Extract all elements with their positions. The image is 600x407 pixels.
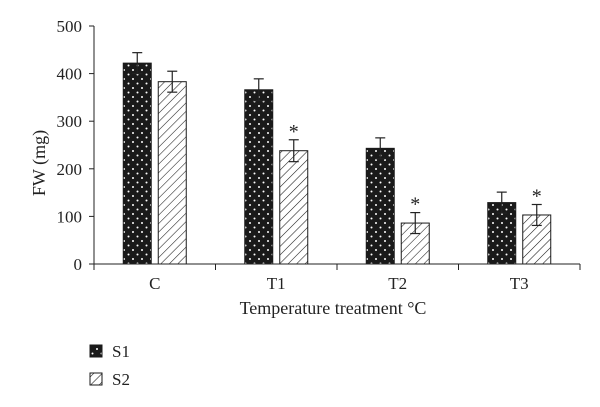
bar-s2-c <box>157 81 187 265</box>
y-tick-label: 400 <box>57 65 83 84</box>
y-axis-ticks: 0 100 200 300 400 500 <box>57 17 94 274</box>
significance-asterisk: * <box>410 194 420 216</box>
x-tick-label: T2 <box>388 274 407 293</box>
x-tick-label: C <box>149 274 160 293</box>
y-tick-label: 100 <box>57 207 83 226</box>
y-tick-label: 300 <box>57 112 83 131</box>
y-axis-title: FW (mg) <box>29 130 50 196</box>
significance-asterisk: * <box>532 186 542 208</box>
y-tick-label: 0 <box>74 255 83 274</box>
bar-s1-t2 <box>365 147 395 265</box>
significance-marks: * * * <box>289 121 542 216</box>
x-axis-title: Temperature treatment °C <box>240 298 427 318</box>
y-tick-label: 200 <box>57 160 83 179</box>
legend: S1 S2 <box>89 342 130 389</box>
x-tick-label: T1 <box>267 274 286 293</box>
significance-asterisk: * <box>289 121 299 143</box>
bar-s2-t1 <box>279 150 309 265</box>
legend-label-s1: S1 <box>112 342 130 361</box>
bar-s1-c <box>122 62 152 265</box>
x-axis-ticks: C T1 T2 T3 <box>93 264 581 293</box>
bar-s1-t1 <box>244 89 274 265</box>
legend-swatch-s1 <box>89 344 103 358</box>
x-tick-label: T3 <box>510 274 529 293</box>
legend-label-s2: S2 <box>112 370 130 389</box>
y-tick-label: 500 <box>57 17 83 36</box>
legend-swatch-s2 <box>89 372 103 386</box>
error-bars <box>132 52 542 235</box>
bars <box>122 62 552 265</box>
